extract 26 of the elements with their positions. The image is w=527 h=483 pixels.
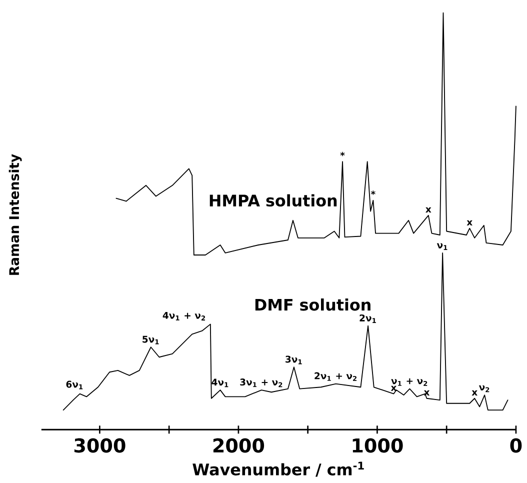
annotation: x (472, 390, 478, 396)
x-axis-title: Wavenumber / cm$^{-1}$ (192, 462, 364, 477)
annotation: 6ν$_{1}$ (66, 380, 83, 390)
x-tick-label: 2000 (213, 438, 264, 453)
annotation: x (390, 386, 397, 391)
annotation: x (426, 207, 432, 212)
annotation: 2ν$_{1}$ (360, 314, 376, 323)
y-axis-title: Raman Intensity (8, 154, 22, 275)
annotation: x (424, 390, 430, 396)
annotation: 5ν$_{1}$ (142, 336, 159, 344)
x-tick-label: 0 (510, 438, 522, 453)
annotation: * (340, 152, 345, 156)
annotation: ν$_{1}$ + ν$_{2}$ (391, 378, 428, 386)
annotation: ν$_{2}$ (478, 385, 490, 392)
annotation: 4ν$_{1}$ (212, 378, 228, 388)
annotation: x (466, 220, 472, 226)
annotation: 4ν$_{1}$ + ν$_{2}$ (162, 312, 205, 320)
annotation: 3ν$_{1}$ + ν$_{2}$ (240, 378, 282, 388)
annotation: * (370, 190, 376, 195)
series-label: DMF solution (255, 298, 370, 311)
x-tick-label: 1000 (352, 438, 403, 453)
annotation: 3ν$_{1}$ (286, 356, 302, 364)
annotation: ν$_{1}$ (436, 243, 448, 250)
x-tick-label: 3000 (74, 438, 126, 453)
series-label: HMPA solution (210, 194, 337, 206)
annotation: 2ν$_{1}$ + ν$_{2}$ (314, 372, 357, 381)
